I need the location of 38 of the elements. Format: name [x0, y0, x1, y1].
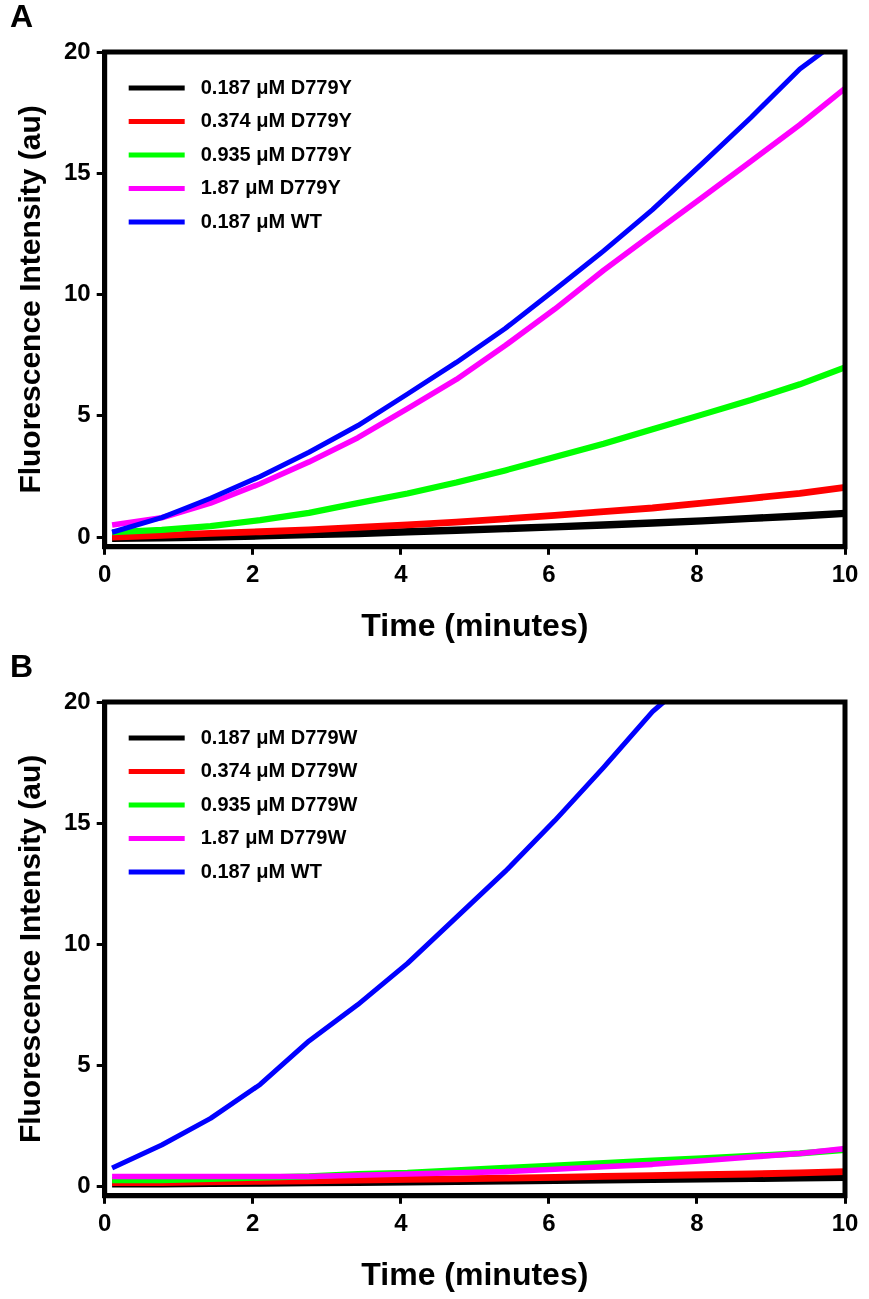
legend-label: 0.935 μM D779W [200, 792, 358, 815]
x-tick-label: 10 [831, 1208, 859, 1236]
chart-title: B [10, 647, 34, 684]
legend-label: 0.187 μM D779W [200, 725, 358, 748]
y-tick-label: 20 [63, 686, 91, 714]
y-tick-label: 10 [63, 279, 91, 307]
legend-label: 0.187 μM WT [200, 209, 322, 232]
y-tick-label: 10 [63, 928, 91, 956]
x-tick-label: 0 [98, 1208, 112, 1236]
x-tick-label: 4 [394, 1208, 409, 1236]
x-tick-label: 4 [394, 559, 409, 587]
y-tick-label: 5 [77, 400, 91, 428]
x-tick-label: 8 [690, 1208, 704, 1236]
y-tick-label: 0 [77, 521, 91, 549]
legend-label: 0.187 μM D779Y [200, 75, 353, 98]
legend-label: 0.935 μM D779Y [200, 142, 353, 165]
x-tick-label: 10 [831, 559, 859, 587]
legend-label: 0.374 μM D779Y [200, 109, 353, 132]
legend-label: 0.187 μM WT [200, 859, 322, 882]
chart-title: A [10, 0, 34, 34]
x-axis-title: Time (minutes) [361, 1255, 589, 1292]
y-tick-label: 0 [77, 1170, 91, 1198]
legend-label: 1.87 μM D779Y [200, 176, 342, 199]
legend-label: 1.87 μM D779W [200, 826, 347, 849]
y-tick-label: 15 [63, 807, 91, 835]
x-tick-label: 8 [690, 559, 704, 587]
x-tick-label: 6 [542, 1208, 556, 1236]
legend-label: 0.374 μM D779W [200, 759, 358, 782]
y-axis-title: Fluorescence Intensity (au) [13, 754, 47, 1144]
x-tick-label: 0 [98, 559, 112, 587]
y-tick-label: 5 [77, 1049, 91, 1077]
x-tick-label: 2 [246, 559, 260, 587]
y-tick-label: 15 [63, 157, 91, 185]
x-axis-title: Time (minutes) [361, 606, 589, 643]
y-axis-title: Fluorescence Intensity (au) [13, 105, 47, 494]
x-tick-label: 6 [542, 559, 556, 587]
y-tick-label: 20 [63, 36, 91, 64]
x-tick-label: 2 [246, 1208, 260, 1236]
